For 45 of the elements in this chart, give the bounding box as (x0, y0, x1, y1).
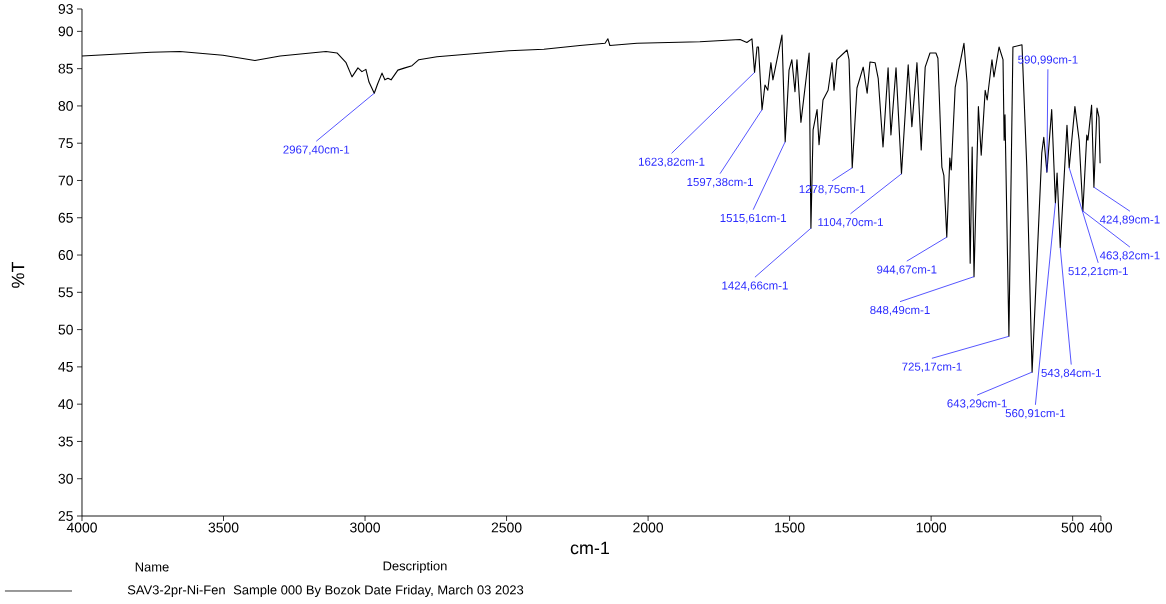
x-tick-label: 1500 (775, 522, 805, 533)
annotation: 944,67cm-1 (877, 265, 937, 275)
y-tick-label: 93 (58, 4, 73, 14)
x-tick-label: 2000 (633, 522, 664, 533)
y-tick-label: 25 (58, 511, 73, 521)
y-tick-label: 50 (58, 324, 73, 335)
annotation: 560,91cm-1 (1005, 409, 1066, 419)
annotation: 463,82cm-1 (1099, 251, 1160, 261)
x-tick-label: 400 (1089, 522, 1113, 533)
legend-title: Name (135, 562, 169, 572)
text: Description (383, 560, 447, 574)
x-tick-label: 1000 (916, 522, 947, 533)
x-tick-label: 3000 (350, 522, 380, 533)
y-tick-label: 65 (58, 212, 73, 223)
y-tick-label: 75 (58, 138, 73, 149)
y-tick-label: 60 (58, 250, 73, 260)
y-tick-label: 35 (58, 436, 73, 447)
x-tick-label: 3500 (208, 522, 239, 533)
annotation: 424,89cm-1 (1099, 215, 1160, 225)
y-tick-label: 85 (58, 63, 73, 74)
annotation: 643,29cm-1 (947, 399, 1007, 409)
annotation: 512,21cm-1 (1068, 267, 1128, 277)
y-tick-label: 90 (58, 26, 73, 37)
annotation: 1597,38cm-1 (687, 177, 753, 188)
annotation: 725,17cm-1 (902, 362, 962, 373)
x-axis-title: cm-1 (570, 541, 609, 555)
annotation: 543,84cm-1 (1041, 368, 1101, 379)
y-tick-label: 55 (58, 287, 73, 298)
x-tick-label: 500 (1061, 522, 1084, 533)
x-tick-label: 4000 (66, 522, 97, 533)
annotation: 1515,61cm-1 (720, 213, 787, 224)
y-axis-title: %T (11, 261, 25, 288)
annotation: 1623,82cm-1 (638, 157, 705, 168)
y-tick-label: 80 (58, 100, 73, 111)
annotation: 1424,66cm-1 (722, 281, 788, 291)
y-tick-label: 40 (58, 399, 73, 410)
y-tick-label: 30 (58, 473, 73, 484)
y-tick-label: 70 (58, 175, 73, 186)
text: SAV3-2pr-Ni-Fen (127, 584, 225, 598)
annotation: 848,49cm-1 (870, 305, 930, 316)
y-tick-label: 45 (58, 362, 73, 372)
annotation: 2967,40cm-1 (283, 145, 350, 155)
text: Sample 000 By Bozok Date Friday, March 03 2023 (233, 584, 524, 598)
annotation: 1104,70cm-1 (818, 218, 883, 228)
x-tick-label: 2500 (491, 522, 522, 533)
